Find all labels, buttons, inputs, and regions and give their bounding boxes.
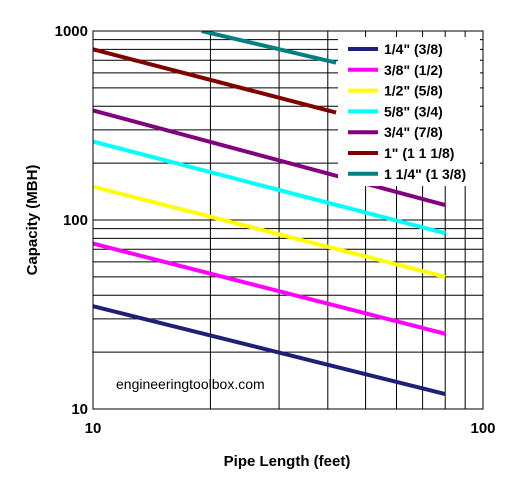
legend-label: 3/4" (7/8) xyxy=(384,124,443,140)
series-line xyxy=(93,241,446,336)
series-line xyxy=(93,304,446,396)
watermark: engineeringtoolbox.com xyxy=(116,376,265,392)
series-line xyxy=(93,108,446,207)
legend-label: 1/2" (5/8) xyxy=(384,83,443,99)
legend-label: 3/8" (1/2) xyxy=(384,62,443,78)
legend-label: 1/4" (3/8) xyxy=(384,41,443,57)
x-axis-title: Pipe Length (feet) xyxy=(224,453,351,470)
y-tick-label: 1000 xyxy=(55,23,88,40)
series-line xyxy=(201,31,337,65)
legend: 1/4" (3/8) 3/8" (1/2) 1/2" (5/8) 5/8" (3/4)… xyxy=(338,37,480,186)
plot-border xyxy=(92,30,484,410)
series-line xyxy=(93,184,446,279)
series-line xyxy=(93,139,446,236)
legend-label: 1 1/4" (1 3/8) xyxy=(384,166,466,182)
y-tick-label: 10 xyxy=(71,401,88,418)
x-tick-label: 10 xyxy=(85,420,102,437)
y-axis-title: Capacity (MBH) xyxy=(24,165,41,276)
x-tick-label: 100 xyxy=(470,420,495,437)
y-tick-label: 100 xyxy=(63,212,88,229)
series-lines xyxy=(93,31,446,396)
tick-labels: 10 100 1000 10 100 xyxy=(55,23,496,437)
series-line xyxy=(93,47,337,115)
legend-label: 1" (1 1 1/8) xyxy=(384,145,454,161)
legend-label: 5/8" (3/4) xyxy=(384,103,443,119)
